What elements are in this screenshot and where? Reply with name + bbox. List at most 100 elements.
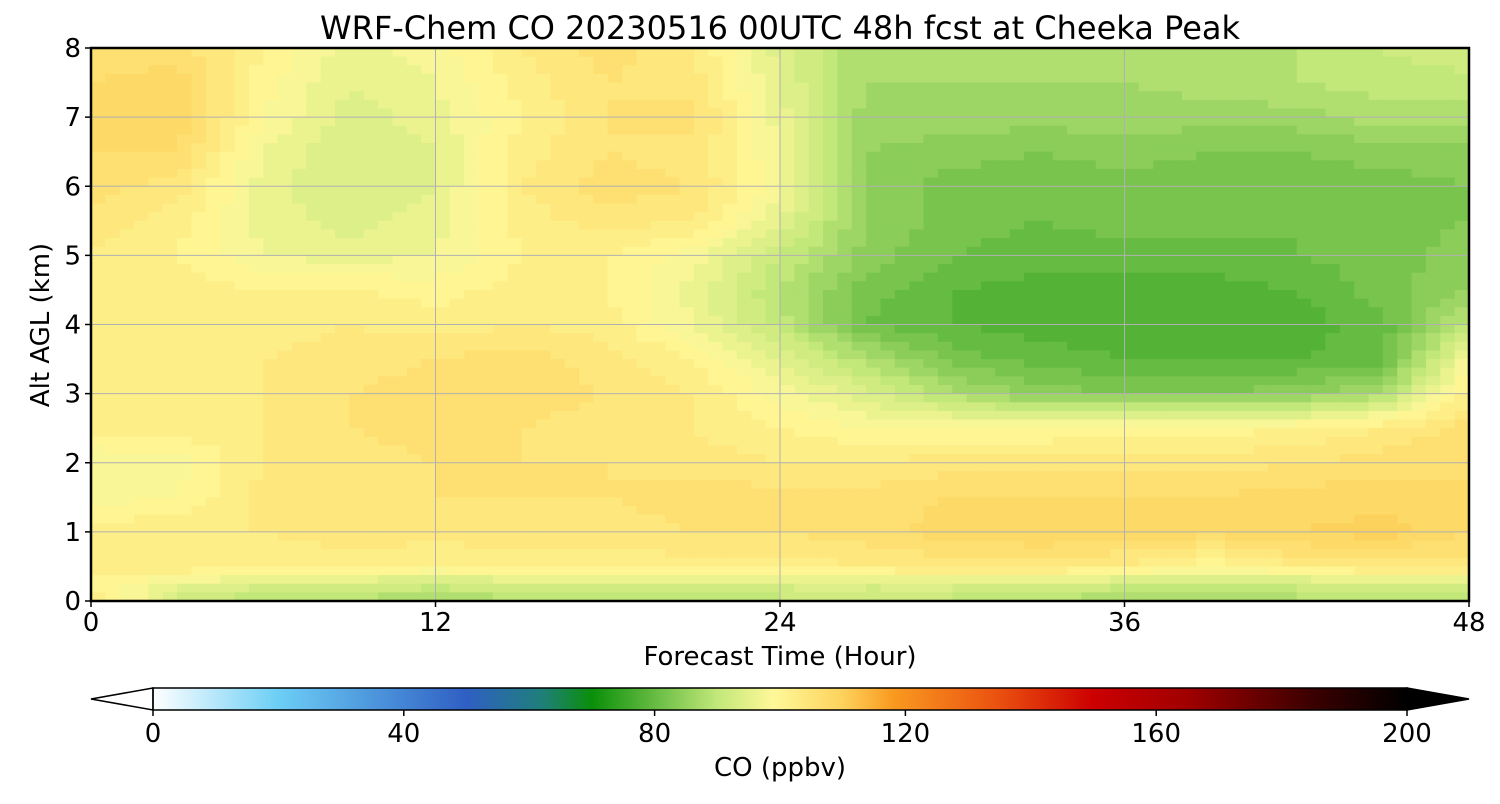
heatmap-cell xyxy=(1196,151,1212,161)
heatmap-cell xyxy=(335,264,350,274)
heatmap-cell xyxy=(1382,402,1398,412)
heatmap-cell xyxy=(205,194,221,205)
heatmap-cell xyxy=(1397,134,1413,144)
heatmap-cell xyxy=(966,384,982,395)
heatmap-cell xyxy=(894,108,910,118)
heatmap-cell xyxy=(349,384,365,395)
heatmap-cell xyxy=(851,65,867,75)
heatmap-cell xyxy=(205,255,221,265)
heatmap-cell xyxy=(234,341,250,352)
heatmap-cell xyxy=(521,194,537,205)
heatmap-cell xyxy=(306,315,322,326)
heatmap-cell xyxy=(1138,212,1154,222)
heatmap-cell xyxy=(722,212,738,222)
heatmap-cell xyxy=(1095,134,1111,144)
heatmap-cell xyxy=(277,203,293,213)
heatmap-cell xyxy=(363,454,379,464)
heatmap-cell xyxy=(162,307,178,317)
heatmap-cell xyxy=(263,480,279,490)
heatmap-cell xyxy=(91,143,106,153)
heatmap-cell xyxy=(751,454,767,464)
heatmap-cell xyxy=(837,99,853,110)
heatmap-cell xyxy=(1296,73,1312,84)
heatmap-cell xyxy=(392,203,408,213)
heatmap-cell xyxy=(937,488,953,498)
heatmap-cell xyxy=(335,289,350,300)
heatmap-cell xyxy=(650,194,666,205)
heatmap-cell xyxy=(263,255,279,265)
heatmap-cell xyxy=(1038,281,1054,291)
heatmap-cell xyxy=(909,238,925,248)
heatmap-cell xyxy=(909,359,925,369)
heatmap-cell xyxy=(535,134,551,144)
heatmap-cell xyxy=(363,298,379,308)
heatmap-cell xyxy=(1325,436,1341,447)
heatmap-cell xyxy=(579,177,594,187)
heatmap-cell xyxy=(952,143,968,153)
heatmap-cell xyxy=(1397,117,1413,127)
heatmap-cell xyxy=(1296,359,1312,369)
heatmap-cell xyxy=(837,255,853,265)
heatmap-cell xyxy=(1411,82,1427,92)
heatmap-cell xyxy=(966,194,982,205)
heatmap-cell xyxy=(837,384,853,395)
heatmap-cell xyxy=(1052,73,1068,84)
heatmap-cell xyxy=(1210,436,1226,447)
heatmap-cell xyxy=(349,238,365,248)
heatmap-cell xyxy=(593,99,609,110)
heatmap-cell xyxy=(550,359,566,369)
heatmap-cell xyxy=(464,99,480,110)
heatmap-cell xyxy=(765,419,781,429)
heatmap-cell xyxy=(1110,419,1126,429)
heatmap-cell xyxy=(952,117,968,127)
heatmap-cell xyxy=(823,419,839,429)
heatmap-cell xyxy=(248,134,264,144)
heatmap-cell xyxy=(162,289,178,300)
heatmap-cell xyxy=(320,229,336,239)
heatmap-cell xyxy=(1268,445,1283,455)
heatmap-cell xyxy=(521,117,537,127)
heatmap-cell xyxy=(866,333,882,343)
heatmap-cell xyxy=(1411,436,1427,447)
heatmap-cell xyxy=(507,393,523,403)
heatmap-cell xyxy=(1339,445,1355,455)
heatmap-cell xyxy=(291,99,307,110)
heatmap-cell xyxy=(808,246,824,256)
heatmap-cell xyxy=(449,151,465,161)
heatmap-cell xyxy=(1124,177,1140,187)
heatmap-cell xyxy=(607,307,623,317)
heatmap-cell xyxy=(406,289,422,300)
heatmap-cell xyxy=(492,488,508,498)
heatmap-cell xyxy=(320,220,336,231)
heatmap-cell xyxy=(693,410,709,421)
heatmap-cell xyxy=(406,315,422,326)
heatmap-cell xyxy=(665,298,681,308)
heatmap-cell xyxy=(1325,186,1341,196)
heatmap-cell xyxy=(1167,428,1183,438)
heatmap-cell xyxy=(980,220,996,231)
heatmap-cell xyxy=(507,289,523,300)
heatmap-cell xyxy=(220,48,236,58)
heatmap-cell xyxy=(751,229,767,239)
heatmap-cell xyxy=(1153,203,1169,213)
heatmap-cell xyxy=(335,454,350,464)
heatmap-cell xyxy=(550,402,566,412)
heatmap-cell xyxy=(363,488,379,498)
heatmap-cell xyxy=(952,384,968,395)
heatmap-cell xyxy=(363,480,379,490)
heatmap-cell xyxy=(406,143,422,153)
heatmap-cell xyxy=(1411,246,1427,256)
heatmap-cell xyxy=(880,56,896,66)
heatmap-cell xyxy=(866,480,882,490)
heatmap-cell xyxy=(134,410,150,421)
heatmap-cell xyxy=(1024,91,1039,101)
heatmap-cell xyxy=(823,315,839,326)
heatmap-cell xyxy=(923,471,939,481)
heatmap-cell xyxy=(119,488,135,498)
heatmap-cell xyxy=(349,436,365,447)
heatmap-cell xyxy=(1081,186,1097,196)
heatmap-cell xyxy=(392,99,408,110)
heatmap-cell xyxy=(1397,220,1413,231)
heatmap-cell xyxy=(205,168,221,179)
heatmap-cell xyxy=(937,307,953,317)
